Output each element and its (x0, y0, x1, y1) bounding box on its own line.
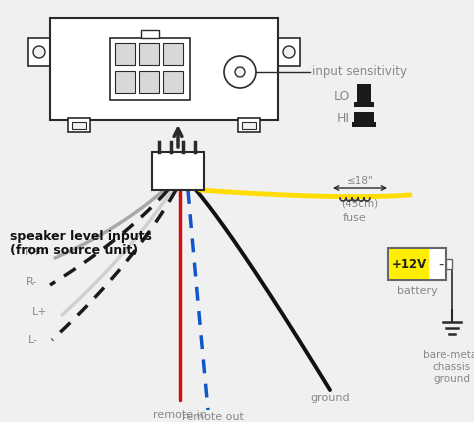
Bar (357, 84, 371, 102)
Text: ground: ground (434, 374, 471, 384)
Bar (115, 43, 135, 65)
Bar (354, 112, 374, 122)
Text: L+: L+ (32, 307, 48, 317)
Bar (163, 71, 183, 93)
Bar (446, 259, 452, 269)
Text: LO: LO (334, 89, 350, 103)
Bar (278, 38, 300, 66)
Bar (389, 249, 429, 279)
Bar (110, 38, 190, 100)
Text: L-: L- (28, 335, 38, 345)
Text: speaker level inputs: speaker level inputs (10, 230, 152, 243)
Text: R+: R+ (25, 247, 42, 257)
Text: (45cm): (45cm) (341, 198, 379, 208)
Text: HI: HI (337, 113, 350, 125)
Text: fuse: fuse (343, 213, 367, 223)
Bar (115, 71, 135, 93)
Circle shape (283, 46, 295, 58)
Circle shape (224, 56, 256, 88)
Bar (352, 122, 376, 127)
Bar (141, 30, 159, 38)
Bar (28, 38, 50, 66)
Text: bare-metal: bare-metal (423, 350, 474, 360)
Text: -: - (438, 257, 444, 271)
Text: battery: battery (397, 286, 438, 296)
Bar (163, 43, 183, 65)
Text: R-: R- (26, 277, 37, 287)
Circle shape (33, 46, 45, 58)
Bar (50, 18, 278, 120)
Circle shape (235, 67, 245, 77)
Bar (354, 102, 374, 107)
Text: chassis: chassis (433, 362, 471, 372)
Bar (139, 43, 159, 65)
Bar (139, 71, 159, 93)
Bar (72, 122, 86, 129)
Text: +12V: +12V (392, 257, 427, 271)
Bar (238, 118, 260, 132)
Text: input sensitivity: input sensitivity (312, 65, 407, 78)
Text: remote out: remote out (182, 412, 244, 422)
Bar (242, 122, 256, 129)
Text: ground: ground (310, 393, 350, 403)
Text: (from source unit): (from source unit) (10, 244, 138, 257)
Text: ≤18": ≤18" (346, 176, 374, 186)
Bar (152, 152, 204, 190)
Text: remote in: remote in (153, 410, 207, 420)
Bar (388, 248, 446, 280)
Bar (68, 118, 90, 132)
